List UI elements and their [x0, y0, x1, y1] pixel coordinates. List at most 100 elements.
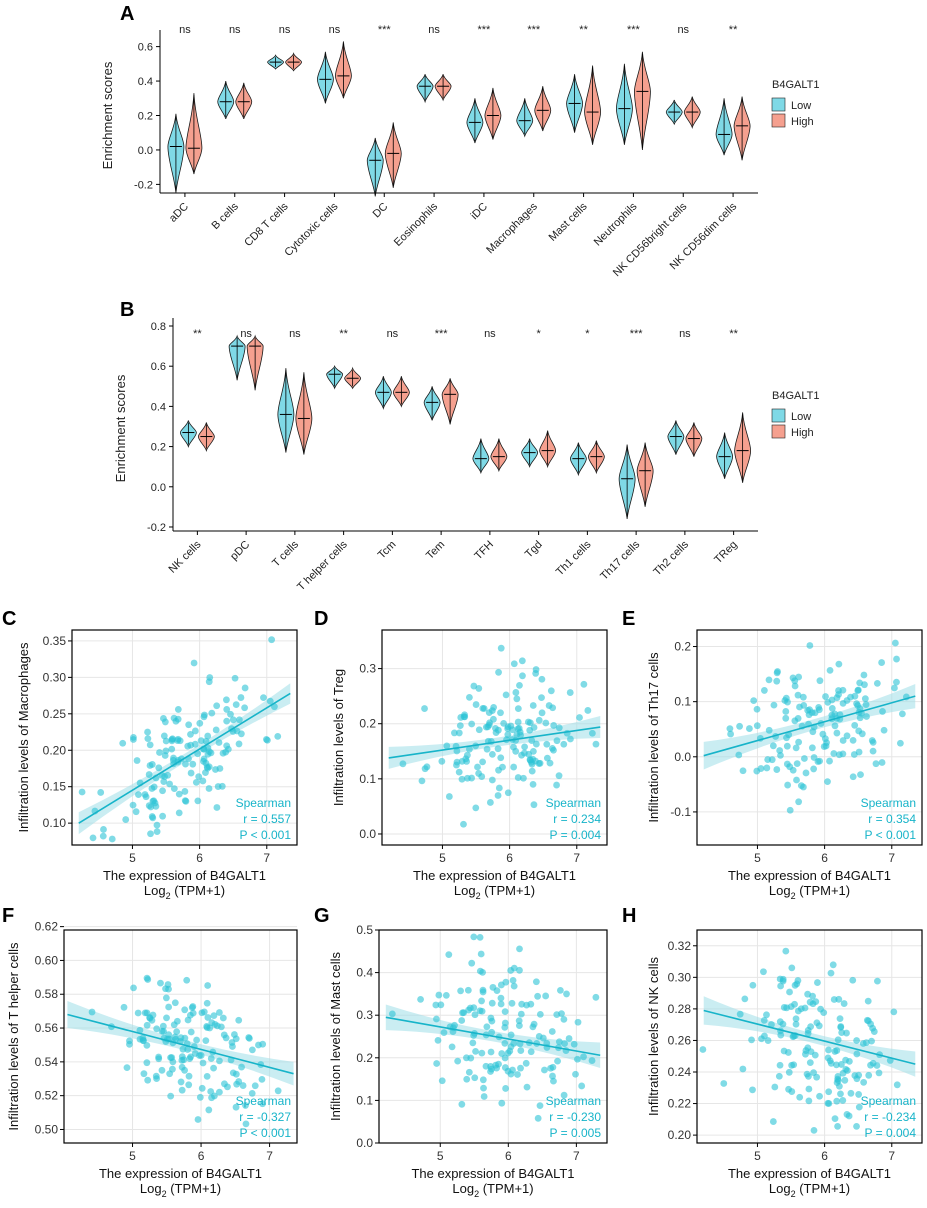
y-tick-label: 0.5 — [356, 923, 373, 937]
data-point — [862, 1039, 870, 1047]
data-point — [212, 726, 220, 734]
y-tick-label: 0.24 — [668, 1065, 692, 1079]
data-point — [546, 759, 554, 767]
data-point — [169, 1065, 176, 1073]
data-point — [150, 783, 158, 791]
significance-label: ** — [339, 328, 348, 340]
data-point — [203, 1072, 211, 1080]
data-point — [741, 995, 749, 1003]
x-tick-label: 6 — [821, 851, 828, 865]
data-point — [857, 771, 864, 779]
x-axis-subtitle-log: Log — [144, 883, 166, 898]
data-point — [868, 1037, 875, 1045]
data-point — [259, 1040, 267, 1048]
data-point — [763, 764, 771, 772]
data-point — [805, 711, 813, 719]
data-point — [206, 1024, 214, 1032]
data-point — [522, 1059, 530, 1067]
data-point — [100, 826, 107, 833]
data-point — [839, 699, 847, 707]
data-point — [239, 1082, 247, 1089]
data-point — [145, 771, 153, 778]
x-tick-label: 6 — [505, 1149, 512, 1163]
data-point — [580, 680, 588, 688]
data-point — [509, 976, 517, 984]
data-point — [527, 1048, 535, 1056]
data-point — [488, 1065, 495, 1073]
y-tick-label: -0.2 — [134, 179, 153, 191]
data-point — [529, 755, 537, 763]
data-point — [165, 1003, 173, 1011]
data-point — [455, 729, 463, 737]
data-point — [816, 677, 824, 685]
significance-label: ns — [428, 24, 440, 36]
data-point — [853, 700, 860, 707]
data-point — [592, 740, 600, 748]
data-point — [831, 1115, 839, 1123]
data-point — [824, 778, 831, 785]
data-point — [578, 1082, 586, 1090]
data-point — [543, 740, 551, 748]
x-axis-subtitle: Log2 (TPM+1) — [454, 883, 535, 901]
y-tick-label: 0.35 — [43, 634, 67, 648]
spearman-stat: P = 0.005 — [550, 1126, 602, 1140]
data-point — [512, 689, 520, 696]
data-point — [185, 1072, 193, 1080]
x-tick-label: Cytotoxic cells — [282, 200, 341, 259]
data-point — [529, 781, 537, 788]
data-point — [800, 755, 808, 762]
data-point — [223, 706, 231, 713]
data-point — [173, 1017, 181, 1025]
data-point — [824, 698, 832, 706]
data-point — [478, 1007, 486, 1015]
data-point — [149, 797, 157, 805]
significance-label: *** — [477, 24, 491, 36]
x-tick-label: TFH — [472, 539, 496, 563]
data-point — [232, 701, 240, 709]
legend-swatch-low — [771, 408, 786, 423]
data-point — [191, 1050, 199, 1057]
legend-label-high: High — [791, 116, 814, 128]
data-point — [483, 1023, 491, 1031]
data-point — [543, 754, 551, 762]
data-point — [822, 742, 830, 750]
data-point — [795, 798, 803, 806]
data-point — [126, 1040, 133, 1048]
data-point — [806, 1059, 814, 1067]
data-point — [468, 959, 476, 967]
data-point — [195, 773, 203, 781]
data-point — [173, 1028, 181, 1036]
data-point — [490, 715, 497, 723]
data-point — [170, 785, 178, 793]
data-point — [494, 792, 502, 799]
scatter-plot-g: 5 6 7 0.0 0.1 0.2 0.3 0.4 0.5 Spearman r = -0.230 P… — [328, 923, 608, 1199]
data-point — [78, 788, 86, 796]
data-point — [532, 670, 540, 677]
data-point — [864, 997, 872, 1005]
data-point — [468, 774, 476, 782]
significance-label: * — [585, 328, 590, 340]
x-tick-label: 5 — [129, 1149, 136, 1163]
data-point — [502, 1085, 510, 1092]
data-point — [148, 813, 156, 820]
data-point — [205, 1106, 213, 1114]
data-point — [855, 727, 863, 735]
data-point — [458, 1017, 466, 1024]
spearman-stat: Spearman — [861, 1094, 916, 1108]
data-point — [799, 783, 807, 791]
x-tick-label: 7 — [263, 851, 270, 865]
data-point — [242, 1120, 250, 1128]
data-point — [200, 713, 208, 721]
data-point — [418, 777, 426, 785]
y-tick-label: 0.15 — [43, 780, 67, 794]
data-point — [785, 1068, 793, 1076]
x-axis-subtitle-log: Log — [452, 1181, 474, 1196]
data-point — [765, 726, 773, 734]
data-point — [862, 701, 870, 709]
data-point — [893, 1081, 901, 1089]
y-tick-label: 0.2 — [151, 442, 166, 454]
data-point — [132, 808, 140, 816]
data-point — [168, 1054, 176, 1061]
data-point — [833, 1061, 840, 1069]
data-point — [454, 1057, 462, 1065]
